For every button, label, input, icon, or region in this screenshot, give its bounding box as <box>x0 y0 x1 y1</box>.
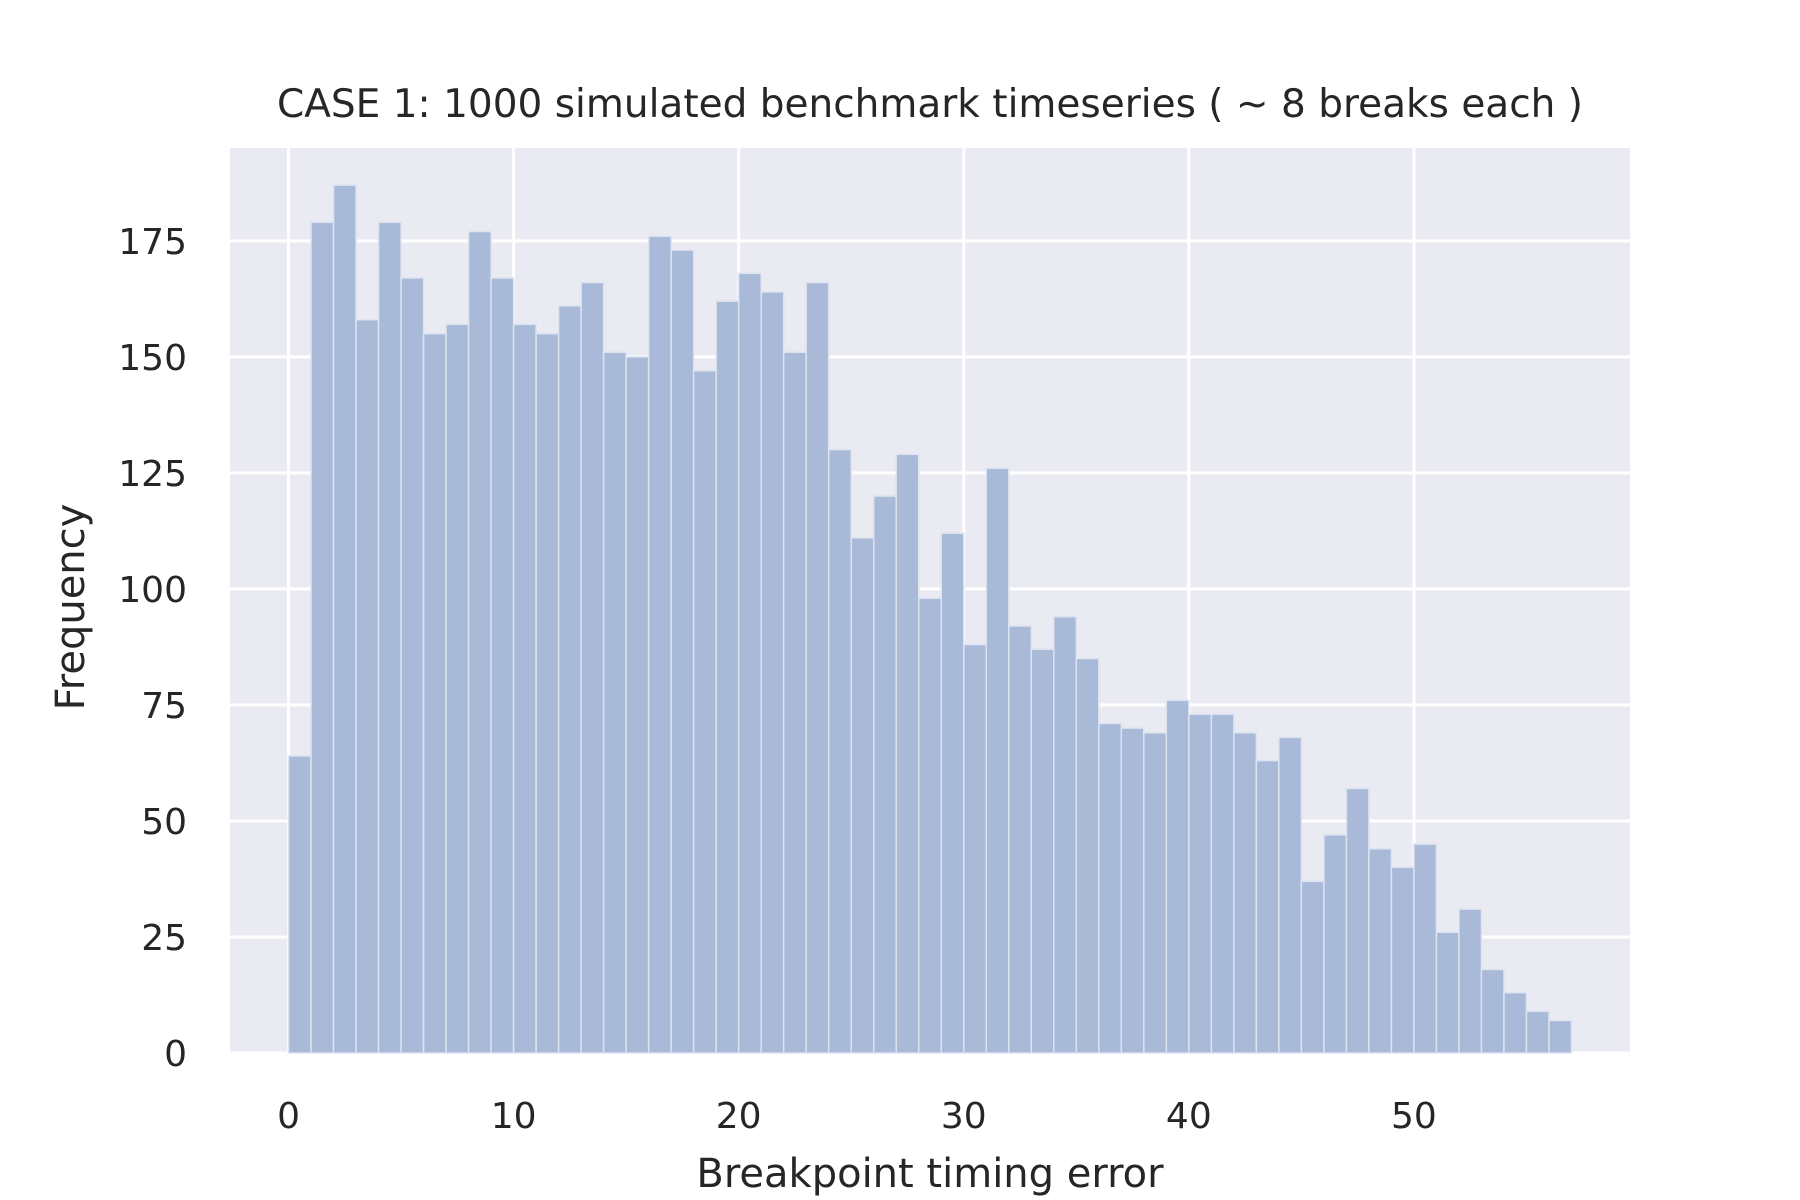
histogram-bar <box>985 467 1010 1054</box>
histogram-bar <box>287 755 312 1054</box>
histogram-bar <box>602 351 627 1054</box>
histogram-bar <box>1503 991 1528 1054</box>
y-tick-label: 0 <box>164 1034 187 1075</box>
histogram-bar <box>355 318 380 1054</box>
histogram-bar <box>1030 648 1055 1054</box>
histogram-bar <box>782 351 807 1054</box>
histogram-bar <box>512 323 537 1054</box>
histogram-bar <box>1255 759 1280 1054</box>
histogram-bar <box>625 356 650 1054</box>
histogram-bar <box>1143 732 1168 1054</box>
histogram-bar <box>1098 722 1123 1054</box>
histogram-bar <box>1300 880 1325 1054</box>
histogram-bar <box>377 221 402 1054</box>
chart-title: CASE 1: 1000 simulated benchmark timeser… <box>277 82 1583 127</box>
y-tick-label: 150 <box>118 338 187 379</box>
histogram-bar <box>535 332 560 1054</box>
histogram-bar <box>1008 625 1033 1054</box>
x-tick-labels: 0 10 20 30 40 50 <box>277 1096 1437 1137</box>
histogram-bar <box>760 291 785 1054</box>
y-tick-label: 125 <box>118 454 187 495</box>
histogram-bar <box>1458 908 1483 1054</box>
y-tick-label: 50 <box>141 802 187 843</box>
x-tick-label: 20 <box>716 1096 762 1137</box>
histogram-bar <box>332 184 357 1054</box>
histogram-bar <box>310 221 335 1054</box>
histogram-bar <box>1548 1019 1573 1054</box>
histogram-bar <box>1435 931 1460 1054</box>
y-tick-label: 75 <box>141 686 187 727</box>
histogram-bar <box>1120 727 1145 1054</box>
histogram-bar <box>1345 787 1370 1054</box>
y-axis-label: Frequency <box>48 504 94 711</box>
histogram-bar <box>467 230 492 1054</box>
histogram-bar <box>1210 713 1235 1054</box>
histogram-bar <box>445 323 470 1054</box>
histogram-bar <box>805 281 830 1054</box>
histogram-bar <box>895 453 920 1054</box>
histogram-bar <box>1413 843 1438 1054</box>
x-tick-label: 40 <box>1166 1096 1212 1137</box>
histogram-bar <box>1233 732 1258 1054</box>
histogram-bar <box>422 332 447 1054</box>
x-axis-label: Breakpoint timing error <box>696 1151 1164 1197</box>
histogram-bar <box>827 448 852 1054</box>
histogram-bar <box>940 532 965 1054</box>
y-tick-label: 25 <box>141 918 187 959</box>
histogram-bar <box>963 643 988 1054</box>
histogram-bars <box>287 184 1573 1054</box>
histogram-bar <box>1053 615 1078 1054</box>
histogram-bar <box>1323 834 1348 1054</box>
y-tick-labels: 0 25 50 75 100 125 150 175 <box>118 222 187 1075</box>
histogram-bar <box>1075 657 1100 1054</box>
histogram-bar <box>1368 848 1393 1054</box>
histogram-bar <box>715 300 740 1054</box>
histogram-bar <box>1165 699 1190 1054</box>
x-tick-label: 0 <box>277 1096 300 1137</box>
histogram-bar <box>557 305 582 1054</box>
x-tick-label: 10 <box>491 1096 537 1137</box>
x-tick-label: 50 <box>1391 1096 1437 1137</box>
histogram-bar <box>850 537 875 1054</box>
histogram-bar <box>917 597 943 1054</box>
y-tick-label: 100 <box>118 570 187 611</box>
histogram-bar <box>647 235 672 1054</box>
histogram-bar <box>1188 713 1213 1054</box>
histogram-bar <box>580 281 605 1054</box>
histogram-bar <box>1480 968 1505 1054</box>
histogram-bar <box>1390 866 1415 1054</box>
histogram-bar <box>692 370 717 1054</box>
histogram-bar <box>872 495 897 1054</box>
histogram-bar <box>1525 1010 1550 1054</box>
histogram-bar <box>490 277 515 1054</box>
x-tick-label: 30 <box>941 1096 987 1137</box>
histogram-bar <box>400 277 425 1054</box>
histogram-bar <box>737 272 762 1054</box>
y-tick-label: 175 <box>118 222 187 263</box>
histogram-bar <box>670 249 695 1054</box>
histogram-bar <box>1278 736 1303 1054</box>
